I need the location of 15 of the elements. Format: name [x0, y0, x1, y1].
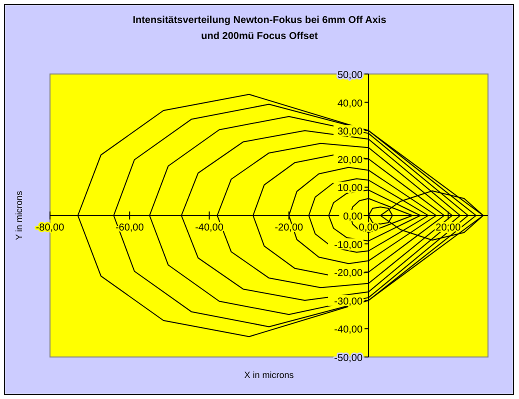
- y-tick-label: -30,00: [334, 296, 363, 308]
- y-tick-label: -10,00: [334, 240, 363, 251]
- y-tick-label: 40,00: [338, 98, 363, 110]
- chart-title: Intensitätsverteilung Newton-Fokus bei 6mm Off Axis und 200mü Focus Offset: [132, 15, 387, 42]
- y-tick-label: -50,00: [334, 353, 363, 364]
- y-tick-label: 50,00: [338, 70, 363, 81]
- y-tick-label: 0,00: [343, 212, 363, 222]
- x-axis-title: X in microns: [244, 370, 294, 380]
- y-tick-label: 30,00: [338, 126, 363, 138]
- y-tick-label: 10,00: [338, 183, 363, 194]
- y-tick-label: -20,00: [334, 268, 363, 280]
- y-tick-label: 20,00: [338, 154, 363, 166]
- y-axis-title: Y in microns: [14, 190, 24, 240]
- y-tick-label: -40,00: [334, 324, 363, 336]
- x-tick-label: -80,00: [36, 222, 65, 234]
